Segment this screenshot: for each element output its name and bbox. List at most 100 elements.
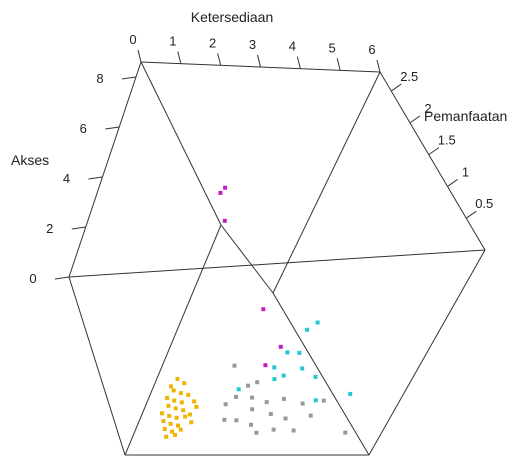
- data-point: [315, 320, 320, 325]
- data-point: [171, 388, 176, 393]
- data-point: [283, 416, 288, 421]
- data-point: [174, 415, 179, 420]
- data-point: [250, 395, 255, 400]
- data-point: [172, 398, 177, 403]
- data-point: [175, 376, 180, 381]
- data-point: [182, 381, 187, 386]
- data-point: [263, 363, 268, 368]
- data-point: [313, 398, 318, 403]
- data-point: [167, 413, 172, 418]
- data-point: [285, 350, 290, 355]
- x-axis-tick-label: 3: [249, 37, 256, 52]
- data-point: [291, 428, 296, 433]
- data-point: [169, 384, 173, 389]
- data-point: [161, 419, 166, 424]
- data-point: [281, 396, 286, 401]
- x-axis-tick: [376, 59, 381, 73]
- x-axis-title: Ketersediaan: [191, 9, 274, 25]
- data-point: [165, 395, 170, 400]
- box-edge: [220, 224, 274, 294]
- data-point: [181, 408, 186, 413]
- data-point: [218, 190, 223, 195]
- data-point: [168, 421, 173, 426]
- y-axis-tick-label: 1: [462, 164, 469, 179]
- x-axis-tick: [137, 49, 142, 63]
- z-axis-title: Akses: [11, 152, 49, 168]
- data-point: [249, 422, 253, 427]
- x-axis-tick-label: 5: [329, 40, 336, 55]
- data-point: [268, 412, 273, 416]
- box-edge: [68, 249, 486, 278]
- z-axis-tick: [71, 226, 86, 230]
- data-point: [308, 413, 313, 418]
- y-axis-tick-label: 1.5: [438, 133, 456, 148]
- data-points: [160, 185, 353, 439]
- box-edge: [379, 71, 486, 251]
- box-edge: [124, 224, 222, 456]
- data-point: [173, 432, 177, 437]
- data-point: [272, 365, 277, 370]
- z-axis-tick: [121, 76, 137, 80]
- z-axis-tick: [54, 276, 70, 280]
- z-axis-tick-label: 2: [46, 221, 53, 236]
- data-point: [223, 402, 228, 407]
- data-point: [281, 373, 286, 378]
- data-point: [278, 344, 283, 349]
- data-point: [234, 418, 239, 423]
- data-point: [234, 394, 239, 399]
- z-axis-tick-label: 6: [80, 121, 87, 136]
- y-axis-tick: [465, 210, 477, 219]
- data-point: [166, 403, 171, 408]
- data-point: [187, 412, 192, 417]
- x-axis-tick-label: 0: [129, 32, 136, 47]
- y-axis-tick-label: 0.5: [475, 196, 493, 211]
- z-axis-tick: [88, 176, 103, 180]
- data-point: [183, 414, 188, 419]
- data-point: [160, 411, 164, 416]
- data-point: [297, 350, 302, 355]
- data-point: [232, 363, 237, 368]
- data-point: [300, 401, 305, 406]
- box-edge: [68, 61, 142, 278]
- data-point: [254, 430, 259, 435]
- z-axis-tick: [105, 126, 120, 130]
- y-axis-tick-label: 2: [424, 101, 431, 116]
- data-point: [272, 377, 277, 382]
- data-point: [173, 406, 178, 411]
- x-axis-tick: [217, 53, 222, 66]
- y-axis-tick-label: 2.5: [400, 69, 418, 84]
- data-point: [194, 404, 199, 409]
- data-point: [305, 327, 310, 332]
- data-point: [261, 307, 266, 312]
- box-edge: [272, 71, 381, 294]
- data-point: [223, 185, 228, 190]
- data-point: [271, 427, 276, 432]
- data-point: [255, 380, 260, 385]
- y-axis-tick: [447, 179, 458, 187]
- data-point: [178, 391, 183, 396]
- data-point: [246, 383, 250, 388]
- data-point: [264, 400, 269, 405]
- data-point: [189, 420, 194, 425]
- data-point: [176, 423, 180, 428]
- data-point: [348, 391, 353, 396]
- box-edge: [272, 292, 370, 456]
- box-edge: [140, 61, 222, 226]
- data-point: [179, 400, 184, 405]
- data-point: [343, 430, 348, 435]
- box-edge: [68, 276, 126, 456]
- y-axis-title: Pemanfaatan: [424, 108, 507, 124]
- x-axis-tick-label: 2: [209, 35, 216, 50]
- z-axis-tick-label: 8: [96, 71, 103, 86]
- data-point: [162, 427, 167, 431]
- axis-ticks: [54, 49, 477, 280]
- axis-tick-labels: 0 1 2 3 4 5 6 0.5 1 1.5 2 2.5 0 2 4 6 8: [29, 32, 493, 286]
- y-axis-tick: [428, 147, 440, 156]
- data-point: [250, 407, 255, 412]
- x-axis-tick: [257, 54, 261, 68]
- data-point: [222, 417, 227, 422]
- data-point: [170, 429, 174, 434]
- y-axis-tick: [409, 115, 421, 124]
- data-point: [321, 398, 326, 403]
